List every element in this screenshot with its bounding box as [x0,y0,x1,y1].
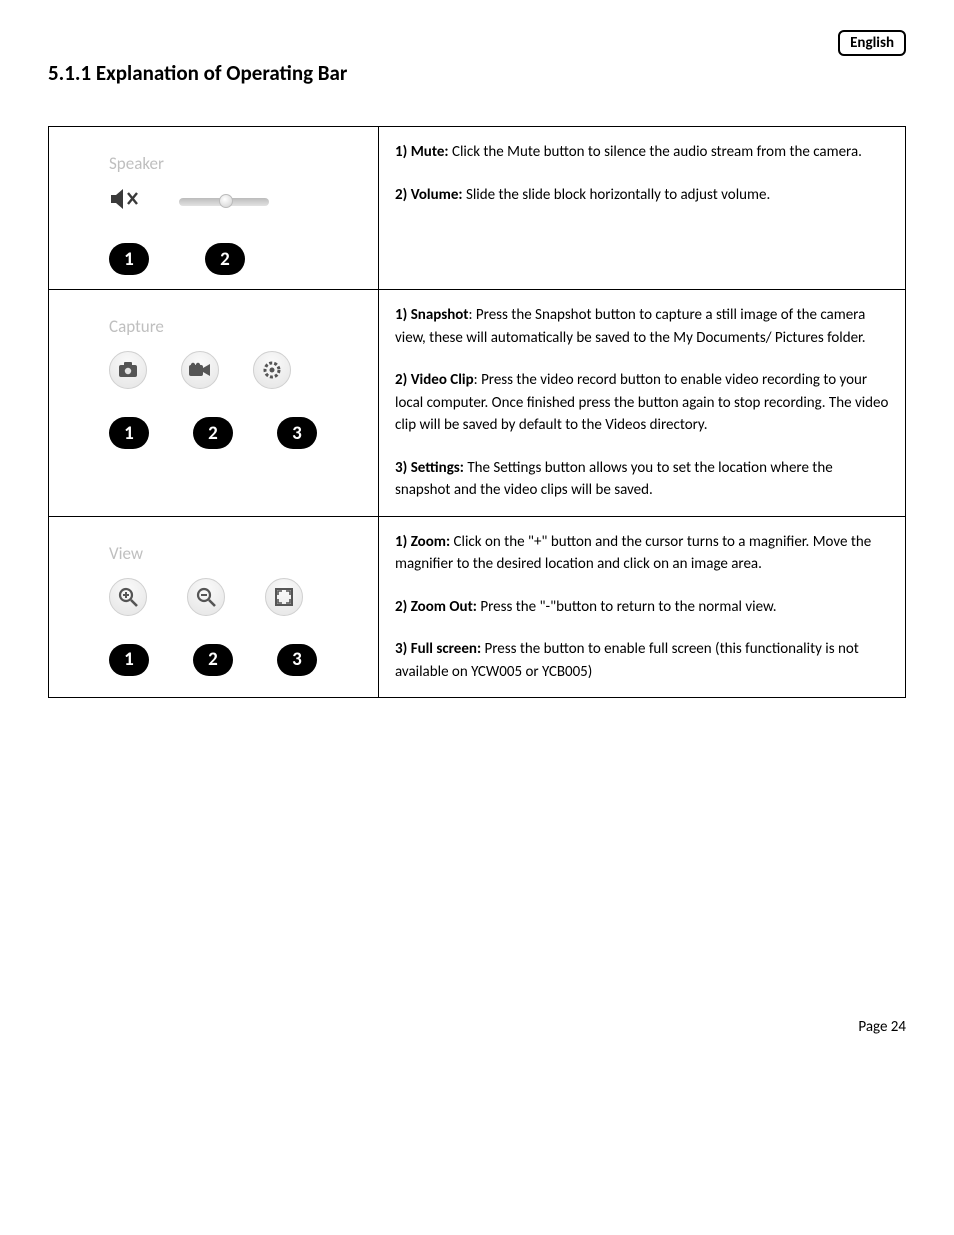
page-footer: Page 24 [48,1018,906,1036]
description-item: 2) Volume: Slide the slide block horizon… [395,184,889,207]
settings-icon[interactable] [253,351,291,389]
description-item: 3) Settings: The Settings button allows … [395,457,889,502]
panel-title: Speaker [109,153,269,174]
description-item: 2) Video Clip: Press the video record bu… [395,369,889,437]
section-heading: 5.1.1 Explanation of Operating Bar [48,60,906,86]
capture-panel: Capture 1 2 3 [109,316,317,449]
callout-number: 3 [277,644,317,676]
description-item: 3) Full screen: Press the button to enab… [395,638,889,683]
callout-number: 1 [109,417,149,449]
panel-title: Capture [109,316,317,337]
description-item: 2) Zoom Out: Press the "-"button to retu… [395,596,889,619]
table-row: Speaker 1 2 [49,127,906,290]
zoom-out-icon[interactable] [187,578,225,616]
volume-slider[interactable] [179,198,269,206]
speaker-panel: Speaker 1 2 [109,153,269,275]
callout-number: 1 [109,644,149,676]
callout-number: 2 [193,644,233,676]
description-item: 1) Zoom: Click on the "+" button and the… [395,531,889,576]
slider-knob[interactable] [219,194,233,208]
panel-title: View [109,543,317,564]
callout-number: 1 [109,243,149,275]
description-item: 1) Snapshot: Press the Snapshot button t… [395,304,889,349]
view-panel: View 1 2 3 [109,543,317,676]
callout-number: 2 [205,243,245,275]
description-item: 1) Mute: Click the Mute button to silenc… [395,141,889,164]
fullscreen-icon[interactable] [265,578,303,616]
snapshot-icon[interactable] [109,351,147,389]
video-clip-icon[interactable] [181,351,219,389]
callout-number: 2 [193,417,233,449]
language-badge: English [838,30,906,56]
zoom-in-icon[interactable] [109,578,147,616]
callout-number: 3 [277,417,317,449]
operating-bar-table: Speaker 1 2 [48,126,906,698]
mute-icon [109,188,139,215]
table-row: Capture 1 2 3 [49,290,906,517]
table-row: View 1 2 3 [49,516,906,698]
